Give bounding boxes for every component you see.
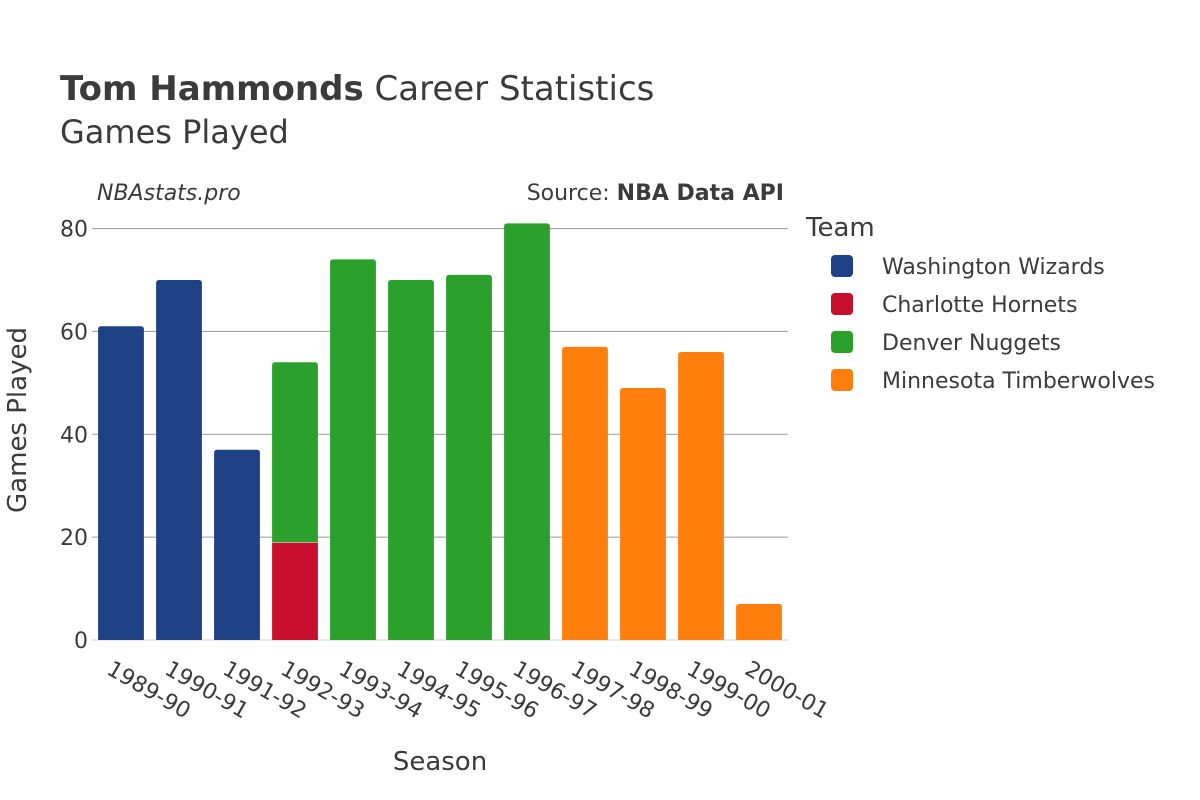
source-note: Source: NBA Data API [527, 181, 784, 206]
legend-label: Minnesota Timberwolves [882, 369, 1155, 394]
bars [98, 223, 782, 640]
bar-segment [388, 280, 434, 640]
y-tick-label: 0 [74, 629, 88, 654]
bar-segment [678, 352, 724, 640]
legend-label: Denver Nuggets [882, 331, 1061, 356]
bar-segment [272, 542, 318, 640]
bar-segment [562, 346, 608, 640]
bar-segment [214, 449, 260, 640]
y-tick-label: 60 [60, 320, 88, 345]
bar-segment [736, 604, 782, 640]
y-axis-ticks: 0 20 40 60 80 [60, 218, 88, 654]
bar-segment [446, 274, 492, 640]
legend-swatch [831, 293, 853, 315]
y-tick-label: 40 [60, 423, 88, 448]
legend-items: Washington Wizards Charlotte Hornets Denve… [831, 255, 1155, 394]
chart-title: Tom Hammonds Career Statistics [60, 69, 654, 109]
y-axis-title: Games Played [3, 327, 33, 513]
bar-segment [156, 280, 202, 640]
x-axis-title: Season [393, 747, 487, 777]
y-tick-label: 80 [60, 218, 88, 243]
watermark: NBAstats.pro [97, 181, 241, 206]
x-axis-ticks: 1989-901990-911991-921992-931993-941994-… [102, 657, 832, 725]
legend-swatch [831, 255, 853, 277]
source-name: NBA Data API [617, 181, 784, 206]
bar-segment [620, 388, 666, 640]
bar-segment [504, 223, 550, 640]
chart-title-rest: Career Statistics [364, 69, 655, 109]
gridlines [92, 228, 788, 641]
legend: Team Washington Wizards Charlotte Hornets… [805, 213, 1155, 394]
bar-segment [330, 259, 376, 640]
source-prefix: Source: [527, 181, 617, 206]
chart-subtitle: Games Played [60, 113, 289, 151]
y-tick-label: 20 [60, 526, 88, 551]
legend-swatch [831, 331, 853, 353]
bar-segment [98, 326, 144, 640]
bar-segment [272, 362, 318, 543]
legend-label: Washington Wizards [882, 255, 1105, 280]
legend-label: Charlotte Hornets [882, 293, 1077, 318]
legend-title: Team [805, 213, 875, 243]
chart-title-player: Tom Hammonds [60, 69, 364, 109]
legend-swatch [831, 369, 853, 391]
